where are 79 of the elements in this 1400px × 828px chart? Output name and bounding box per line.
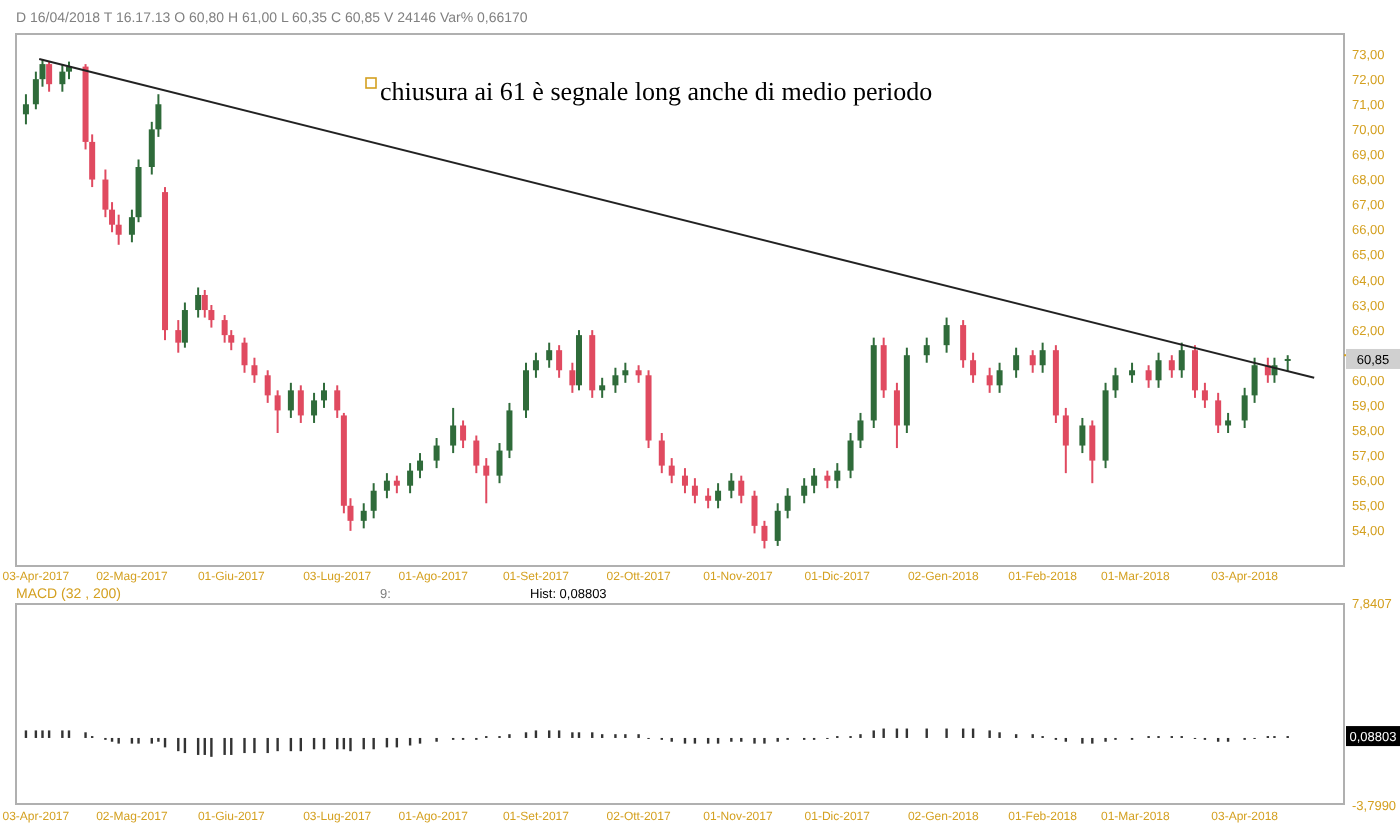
candlestick bbox=[1241, 386, 1248, 429]
candlestick bbox=[1112, 366, 1119, 399]
candlestick bbox=[1013, 346, 1020, 379]
candlestick bbox=[1191, 344, 1198, 399]
candlestick bbox=[287, 381, 294, 419]
candlestick bbox=[1225, 411, 1232, 434]
candlestick bbox=[417, 452, 424, 480]
candlestick bbox=[370, 482, 377, 520]
candlestick bbox=[532, 351, 539, 379]
candlestick bbox=[728, 472, 735, 500]
candlestick bbox=[251, 356, 258, 384]
candlestick bbox=[668, 457, 675, 485]
candlestick bbox=[175, 319, 182, 354]
candlestick bbox=[433, 437, 440, 470]
candlestick bbox=[612, 366, 619, 394]
candlestick bbox=[761, 519, 768, 550]
candlestick bbox=[1129, 361, 1136, 384]
candlestick bbox=[496, 442, 503, 485]
candlestick bbox=[546, 341, 553, 369]
candlestick bbox=[1029, 349, 1036, 374]
candlestick bbox=[264, 369, 271, 404]
candlestick bbox=[46, 60, 53, 93]
candlestick bbox=[22, 93, 29, 126]
candlestick bbox=[1201, 381, 1208, 409]
candlestick bbox=[450, 406, 457, 455]
candlestick bbox=[195, 286, 202, 319]
candlestick bbox=[834, 462, 841, 490]
candlestick bbox=[523, 361, 530, 419]
candlestick bbox=[681, 467, 688, 495]
candlestick bbox=[1168, 354, 1175, 379]
candlestick bbox=[658, 432, 665, 475]
candlestick bbox=[960, 319, 967, 369]
candlestick bbox=[383, 472, 390, 500]
candlestick bbox=[599, 376, 606, 399]
candlestick bbox=[774, 502, 781, 547]
candlestick bbox=[691, 477, 698, 505]
candlestick bbox=[59, 63, 66, 93]
candlestick bbox=[1079, 416, 1086, 455]
candlestick bbox=[705, 487, 712, 510]
candlestick bbox=[460, 419, 467, 450]
candlestick bbox=[857, 411, 864, 450]
candlestick bbox=[320, 381, 327, 409]
candlestick bbox=[996, 361, 1003, 394]
annotation: chiusura ai 61 è segnale long anche di medio periodo bbox=[380, 76, 933, 106]
candlestick bbox=[970, 351, 977, 384]
candlestick bbox=[751, 489, 758, 535]
candlestick bbox=[297, 384, 304, 424]
candlestick bbox=[986, 366, 993, 394]
candlestick bbox=[1178, 341, 1185, 379]
candlestick bbox=[1145, 364, 1152, 389]
candlestick bbox=[622, 361, 629, 384]
candlestick bbox=[811, 467, 818, 495]
candlestick bbox=[506, 401, 513, 460]
candlestick bbox=[893, 381, 900, 450]
candlestick bbox=[1089, 419, 1096, 485]
candlestick bbox=[360, 502, 367, 530]
candlestick bbox=[274, 389, 281, 434]
candlestick bbox=[473, 434, 480, 475]
candlestick bbox=[241, 336, 248, 374]
candlestick bbox=[801, 477, 808, 505]
candlestick bbox=[221, 314, 228, 344]
candlestick bbox=[847, 432, 854, 480]
candlestick bbox=[1062, 406, 1069, 475]
candlestick bbox=[715, 482, 722, 510]
candlestick bbox=[738, 474, 745, 505]
candlestick bbox=[407, 462, 414, 495]
candlestick bbox=[569, 361, 576, 394]
candlestick bbox=[943, 316, 950, 354]
candlestick bbox=[784, 487, 791, 520]
candlestick bbox=[923, 336, 930, 364]
candlestick bbox=[1215, 391, 1222, 434]
candlestick bbox=[181, 301, 188, 349]
candlestick bbox=[1155, 351, 1162, 389]
candlestick bbox=[311, 391, 318, 424]
candlestick bbox=[1039, 341, 1046, 374]
candlestick bbox=[1251, 356, 1258, 404]
candlestick bbox=[880, 336, 887, 399]
candlestick bbox=[483, 457, 490, 505]
candlestick bbox=[556, 344, 563, 379]
